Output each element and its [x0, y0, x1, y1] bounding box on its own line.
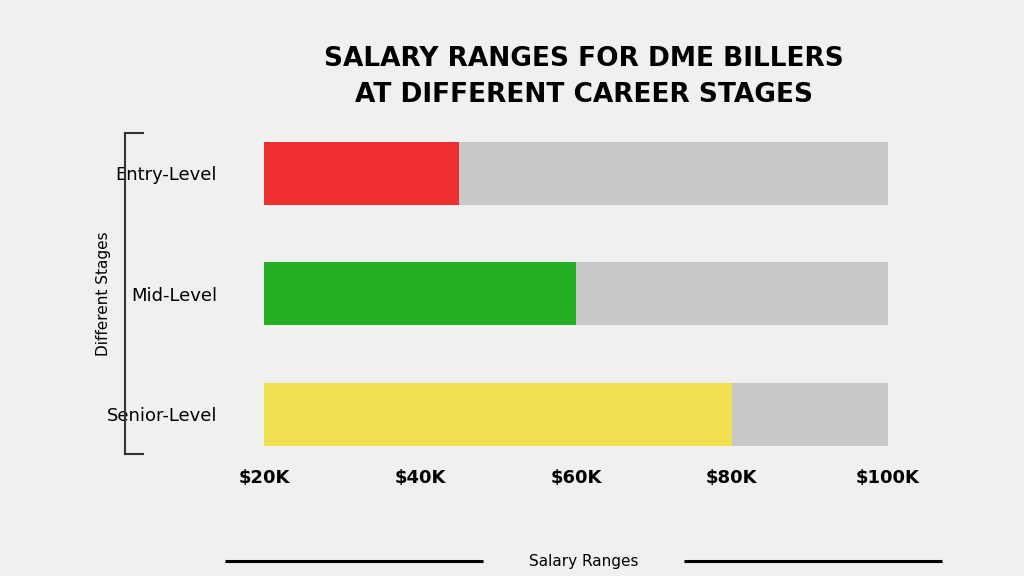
Bar	[264, 383, 732, 446]
Bar	[264, 142, 888, 204]
Bar	[264, 142, 459, 204]
Text: Different Stages: Different Stages	[96, 232, 111, 356]
Bar	[264, 263, 888, 325]
Bar	[264, 383, 888, 446]
Text: Salary Ranges: Salary Ranges	[529, 554, 638, 569]
Bar	[264, 263, 575, 325]
Title: SALARY RANGES FOR DME BILLERS
AT DIFFERENT CAREER STAGES: SALARY RANGES FOR DME BILLERS AT DIFFERE…	[324, 46, 844, 108]
